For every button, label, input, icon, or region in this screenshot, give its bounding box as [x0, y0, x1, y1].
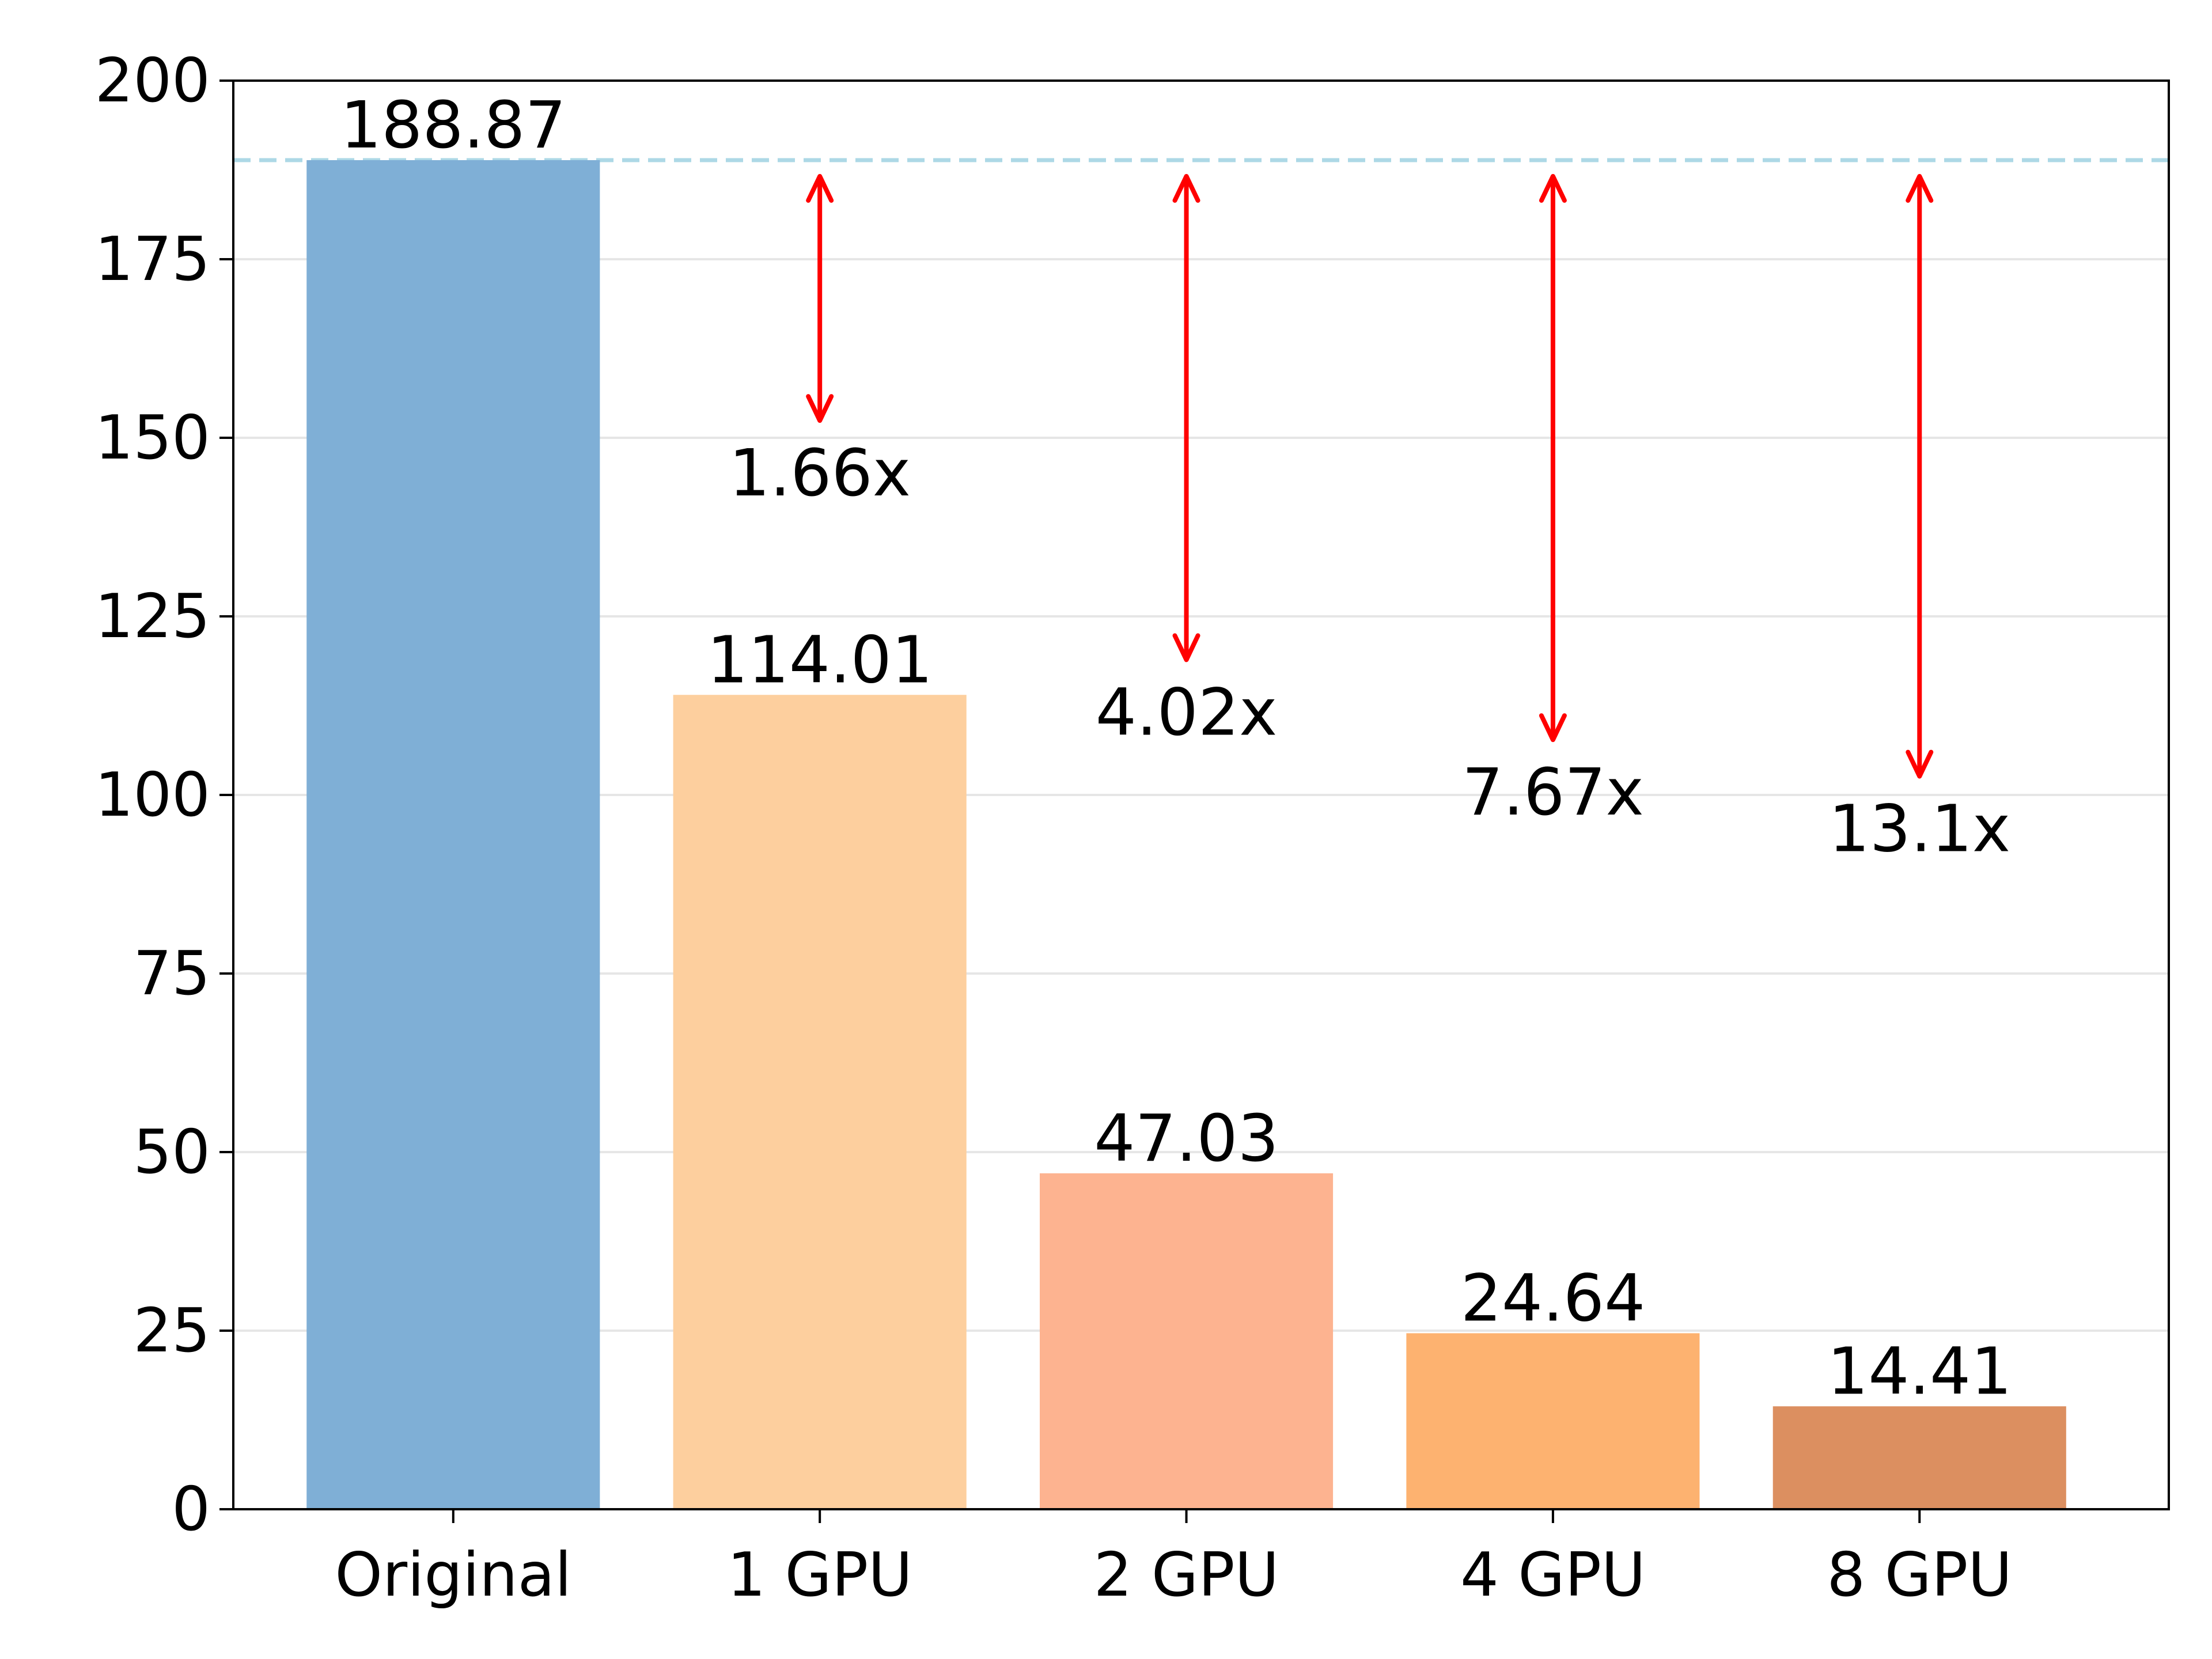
bar-1-gpu [673, 695, 967, 1509]
x-axis-ticks: Original 1 GPU 2 GPU 4 GPU 8 GPU [335, 1509, 2012, 1610]
speedup-arrow-head-down [806, 394, 834, 423]
y-tick-label: 150 [95, 403, 210, 473]
y-tick-label: 125 [95, 581, 210, 652]
speedup-label: 1.66x [729, 436, 911, 511]
y-tick-label: 50 [133, 1117, 210, 1187]
x-tick-label: 1 GPU [727, 1540, 912, 1610]
speedup-arrow-head-up [806, 174, 834, 203]
speedup-arrow-head-down [1539, 713, 1567, 743]
speedup-label: 7.67x [1462, 755, 1644, 830]
speedup-arrow-head-down [1172, 633, 1200, 662]
speedup-arrow-head-down [1906, 749, 1934, 779]
x-tick-label: 8 GPU [1827, 1540, 2012, 1610]
bar-value-label: 14.41 [1827, 1334, 2012, 1409]
bar-original [306, 160, 600, 1510]
speedup-arrow-head-up [1172, 174, 1200, 203]
speedup-arrow-head-up [1906, 174, 1934, 203]
bar-2-gpu [1040, 1173, 1334, 1509]
bar-value-label: 47.03 [1094, 1101, 1279, 1176]
x-tick-label: 4 GPU [1460, 1540, 1646, 1610]
speedup-arrow-head-up [1539, 174, 1567, 203]
y-tick-label: 25 [133, 1296, 210, 1366]
bar-value-label: 114.01 [707, 623, 933, 698]
y-tick-label: 75 [133, 938, 210, 1009]
speedup-label: 13.1x [1828, 792, 2010, 867]
y-tick-label: 175 [95, 224, 210, 294]
bar-value-label: 188.87 [340, 88, 566, 163]
x-tick-label: 2 GPU [1094, 1540, 1279, 1610]
y-tick-label: 200 [95, 46, 210, 116]
bar-8-gpu [1772, 1406, 2066, 1509]
y-axis-ticks: 0 25 50 75 100 125 150 175 200 [95, 46, 233, 1544]
y-tick-label: 100 [95, 760, 210, 830]
speedup-label: 4.02x [1096, 675, 1278, 750]
speedup-labels: 1.66x 4.02x 7.67x 13.1x [729, 436, 2010, 867]
bar-4-gpu [1406, 1333, 1700, 1509]
bar-value-labels: 188.87 114.01 47.03 24.64 14.41 [340, 88, 2012, 1409]
bar-value-label: 24.64 [1461, 1261, 1646, 1336]
x-tick-label: Original [335, 1540, 571, 1610]
speedup-arrows [806, 174, 1934, 779]
y-tick-label: 0 [172, 1474, 210, 1544]
bars [306, 160, 2066, 1510]
